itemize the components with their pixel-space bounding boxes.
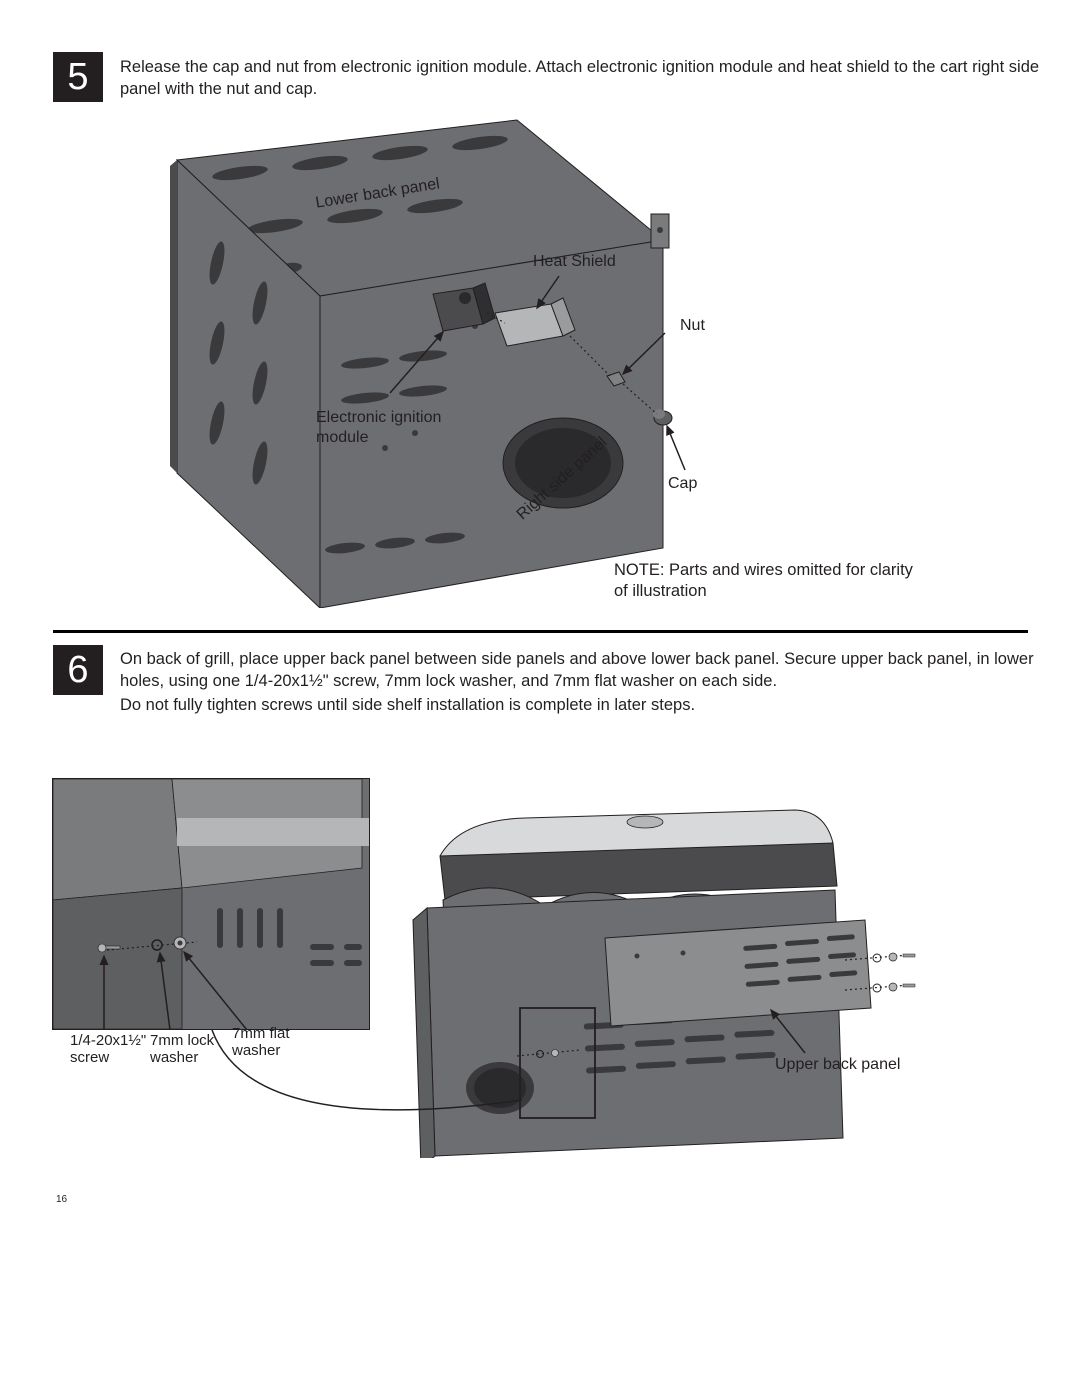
label-electronic-ignition: Electronic ignition module: [316, 408, 466, 448]
label-heat-shield: Heat Shield: [533, 252, 616, 272]
step-6-number-box: 6: [53, 645, 103, 695]
section-divider: [53, 630, 1028, 633]
step-5-note: NOTE: Parts and wires omitted for clarit…: [614, 560, 924, 603]
step-5-number: 5: [67, 56, 88, 99]
step-6-text-1: On back of grill, place upper back panel…: [120, 648, 1040, 693]
label-upper-back-panel: Upper back panel: [775, 1055, 900, 1075]
step-5-number-box: 5: [53, 52, 103, 102]
step-6-connector: [52, 778, 752, 1178]
page-number: 16: [56, 1194, 67, 1205]
step-5-text: Release the cap and nut from electronic …: [120, 56, 1040, 101]
label-cap: Cap: [668, 474, 697, 494]
step-6-number: 6: [67, 649, 88, 692]
step-6-text-2: Do not fully tighten screws until side s…: [120, 694, 1040, 716]
label-nut: Nut: [680, 316, 705, 336]
